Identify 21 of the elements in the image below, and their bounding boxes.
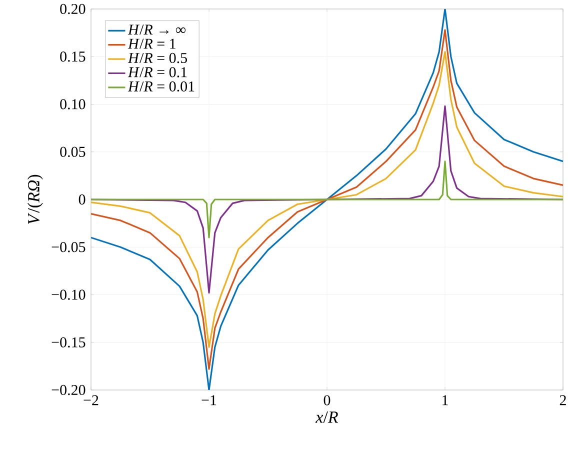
y-tick-label: 0.20 bbox=[60, 4, 86, 14]
legend-label: H/R = 0.5 bbox=[128, 52, 187, 64]
x-tick-label: −1 bbox=[202, 395, 216, 406]
x-tick-label: 0 bbox=[324, 395, 330, 406]
y-tick-label: 0.05 bbox=[60, 146, 86, 157]
legend-label: H/R = 0.1 bbox=[128, 67, 187, 78]
y-tick-label: −0.20 bbox=[52, 384, 86, 396]
legend-label: H/R = 1 bbox=[128, 38, 176, 49]
y-axis-title: V/(RΩ) bbox=[27, 174, 43, 224]
x-tick-label: −2 bbox=[84, 395, 98, 406]
x-tick-label: 2 bbox=[560, 395, 566, 406]
legend-label: H/R = 0.01 bbox=[128, 81, 194, 92]
y-tick-label: −0.05 bbox=[52, 242, 86, 252]
legend-label: H/R → ∞ bbox=[128, 24, 186, 35]
y-tick-label: −0.15 bbox=[52, 337, 86, 348]
x-tick-label: 1 bbox=[442, 395, 448, 406]
y-tick-label: 0 bbox=[78, 194, 86, 205]
y-tick-label: 0.15 bbox=[60, 52, 86, 62]
y-tick-label: −0.10 bbox=[52, 290, 86, 300]
y-tick-label: 0.10 bbox=[60, 99, 86, 110]
x-axis-title: x/R bbox=[315, 412, 338, 423]
